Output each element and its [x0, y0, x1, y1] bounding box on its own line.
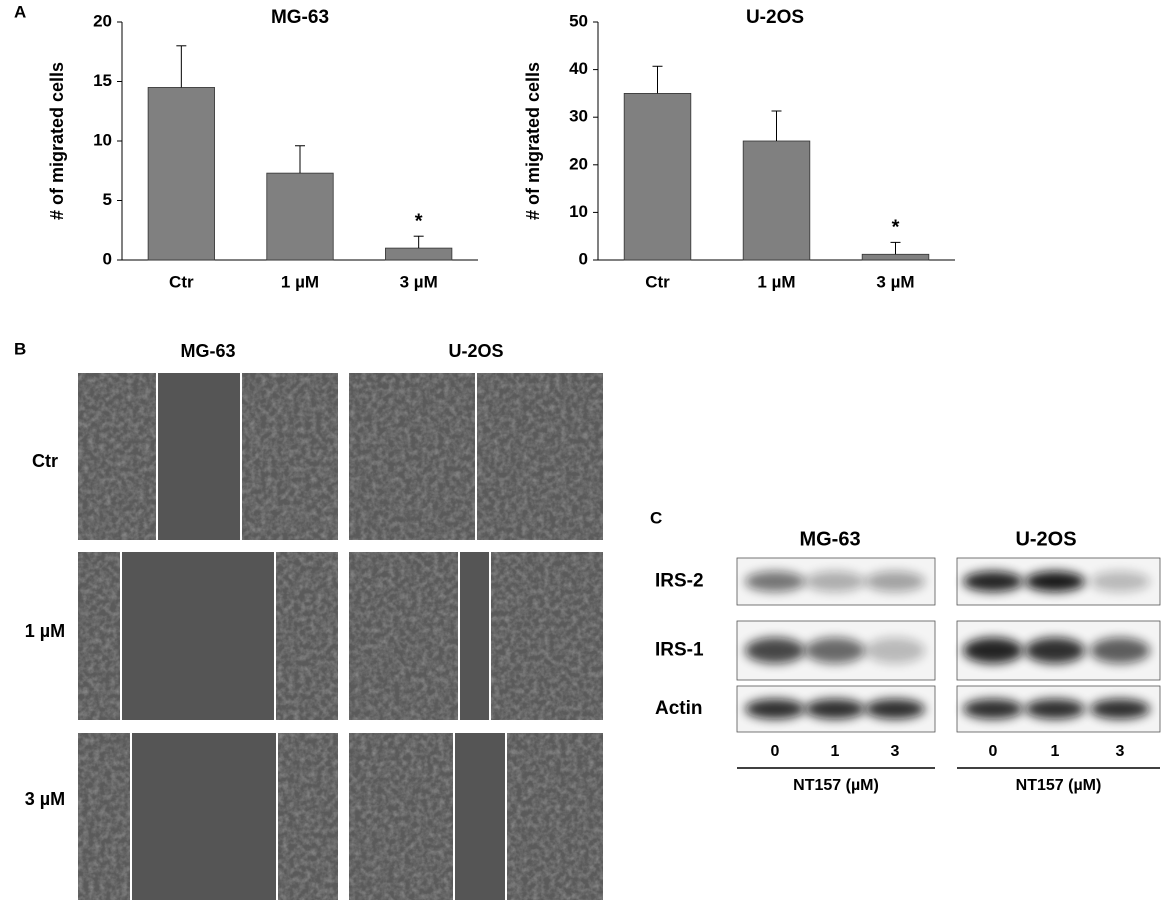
panel-label: C: [650, 508, 662, 527]
dose-axis-label: NT157 (µM): [793, 777, 879, 794]
blot-band: [1025, 637, 1085, 664]
chart-title: U-2OS: [746, 7, 804, 28]
y-tick-label: 0: [579, 249, 588, 268]
blot-band: [805, 637, 865, 664]
column-title: U-2OS: [448, 341, 503, 361]
significance-mark: *: [415, 210, 423, 232]
bar: [147, 87, 215, 261]
blot-row-label: IRS-1: [655, 640, 704, 661]
y-tick-label: 0: [103, 249, 112, 268]
blot-band: [963, 637, 1023, 664]
wound-gap: [157, 373, 241, 540]
wound-gap: [131, 733, 277, 900]
blot-band: [865, 637, 925, 664]
x-tick-label: 3 µM: [400, 272, 438, 291]
wound-gap: [454, 733, 506, 900]
wound-gap: [121, 552, 275, 720]
y-tick-label: 5: [103, 190, 112, 209]
blot-band: [963, 571, 1023, 592]
bar: [623, 93, 692, 261]
significance-mark: *: [892, 217, 900, 239]
y-axis-label: # of migrated cells: [47, 62, 67, 220]
dose-label: 1: [1051, 743, 1060, 760]
y-tick-label: 50: [569, 11, 588, 30]
row-label: 3 µM: [25, 789, 65, 809]
chart-title: MG-63: [271, 7, 329, 28]
micrograph: [78, 733, 338, 900]
micrograph: [349, 552, 603, 720]
blot-band: [1090, 698, 1150, 720]
blot-group-title: U-2OS: [1015, 528, 1076, 550]
blot-band: [805, 698, 865, 720]
blot-band: [865, 571, 925, 592]
x-tick-label: 1 µM: [757, 272, 795, 291]
micrograph: [349, 733, 603, 900]
micrograph: [78, 373, 338, 540]
y-tick-label: 10: [569, 202, 588, 221]
y-tick-label: 30: [569, 107, 588, 126]
bar: [385, 247, 453, 261]
bar: [861, 253, 930, 261]
dose-label: 3: [891, 743, 900, 760]
panel-label: B: [14, 339, 26, 358]
blot-band: [1025, 571, 1085, 592]
blot-band: [805, 571, 865, 592]
dose-axis-label: NT157 (µM): [1016, 777, 1102, 794]
blot-row-label: IRS-2: [655, 571, 704, 592]
x-tick-label: 3 µM: [876, 272, 914, 291]
dose-label: 0: [771, 743, 780, 760]
row-label: Ctr: [32, 451, 58, 471]
y-tick-label: 15: [93, 71, 112, 90]
x-tick-label: Ctr: [645, 272, 670, 291]
y-tick-label: 10: [93, 130, 112, 149]
blot-band: [1090, 571, 1150, 592]
x-tick-label: Ctr: [169, 272, 194, 291]
bar: [742, 140, 811, 261]
blot-row-label: Actin: [655, 698, 703, 719]
blot-band: [963, 698, 1023, 720]
blot-band: [745, 571, 805, 592]
blot-band: [1025, 698, 1085, 720]
x-tick-label: 1 µM: [281, 272, 319, 291]
dose-label: 1: [831, 743, 840, 760]
y-tick-label: 20: [569, 154, 588, 173]
blot-band: [745, 637, 805, 664]
column-title: MG-63: [180, 341, 235, 361]
y-tick-label: 20: [93, 11, 112, 30]
micrograph: [78, 552, 338, 720]
panel-label: A: [14, 2, 26, 21]
blot-band: [745, 698, 805, 720]
blot-group-title: MG-63: [799, 528, 860, 550]
micrograph: [349, 373, 603, 540]
bar: [266, 172, 334, 261]
y-tick-label: 40: [569, 59, 588, 78]
dose-label: 3: [1116, 743, 1125, 760]
dose-label: 0: [989, 743, 998, 760]
row-label: 1 µM: [25, 621, 65, 641]
blot-band: [1090, 637, 1150, 664]
y-axis-label: # of migrated cells: [523, 62, 543, 220]
wound-gap: [459, 552, 490, 720]
blot-band: [865, 698, 925, 720]
